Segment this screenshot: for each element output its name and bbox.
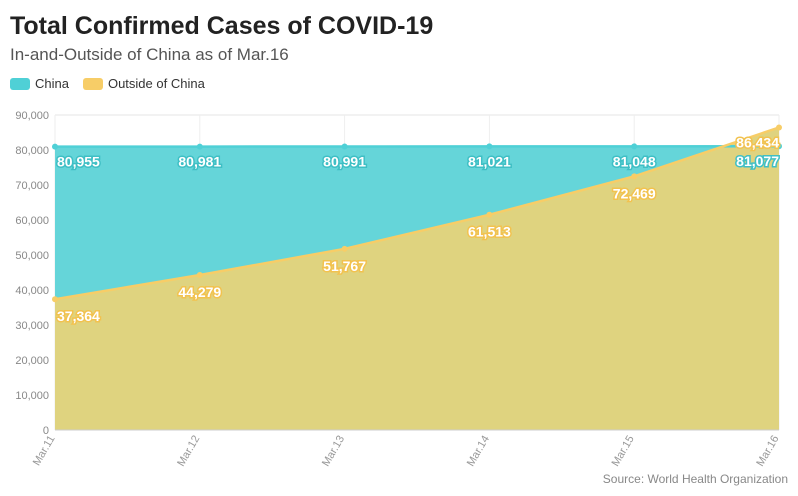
x-tick-label: Mar.16 [754, 434, 781, 469]
y-tick-label: 50,000 [15, 250, 49, 262]
y-tick-label: 10,000 [15, 390, 49, 402]
point-china[interactable] [631, 143, 637, 149]
source-note: Source: World Health Organization [603, 472, 788, 486]
y-tick-label: 80,000 [15, 145, 49, 157]
point-outside-china[interactable] [776, 124, 782, 130]
y-tick-label: 20,000 [15, 355, 49, 367]
x-tick-label: Mar.12 [175, 434, 202, 469]
data-label-outside-china: 37,364 [57, 308, 100, 324]
data-label-china: 80,981 [178, 154, 221, 170]
point-china[interactable] [342, 144, 348, 150]
data-label-china: 81,048 [613, 153, 656, 169]
data-label-outside-china: 44,279 [178, 284, 221, 300]
point-outside-china[interactable] [197, 272, 203, 278]
data-label-china: 80,991 [323, 154, 366, 170]
point-china[interactable] [197, 144, 203, 150]
point-outside-china[interactable] [52, 296, 58, 302]
y-tick-label: 30,000 [15, 320, 49, 332]
data-label-outside-china: 72,469 [613, 185, 656, 201]
x-tick-label: Mar.13 [320, 434, 347, 469]
y-tick-label: 70,000 [15, 180, 49, 192]
point-outside-china[interactable] [342, 246, 348, 252]
data-label-outside-china: 51,767 [323, 258, 366, 274]
point-china[interactable] [52, 144, 58, 150]
x-tick-label: Mar.15 [610, 434, 637, 469]
point-outside-china[interactable] [631, 173, 637, 179]
data-label-outside-china: 61,513 [468, 224, 511, 240]
point-outside-china[interactable] [486, 212, 492, 218]
data-label-china: 81,077 [736, 153, 779, 169]
x-tick-label: Mar.11 [31, 434, 58, 468]
y-tick-label: 40,000 [15, 285, 49, 297]
x-tick-label: Mar.14 [465, 434, 492, 469]
data-label-china: 80,955 [57, 154, 100, 170]
data-label-china: 81,021 [468, 153, 511, 169]
area-chart: 010,00020,00030,00040,00050,00060,00070,… [0, 0, 798, 496]
data-label-outside-china: 86,434 [736, 134, 779, 150]
y-tick-label: 60,000 [15, 215, 49, 227]
point-china[interactable] [486, 143, 492, 149]
y-tick-label: 90,000 [15, 110, 49, 122]
